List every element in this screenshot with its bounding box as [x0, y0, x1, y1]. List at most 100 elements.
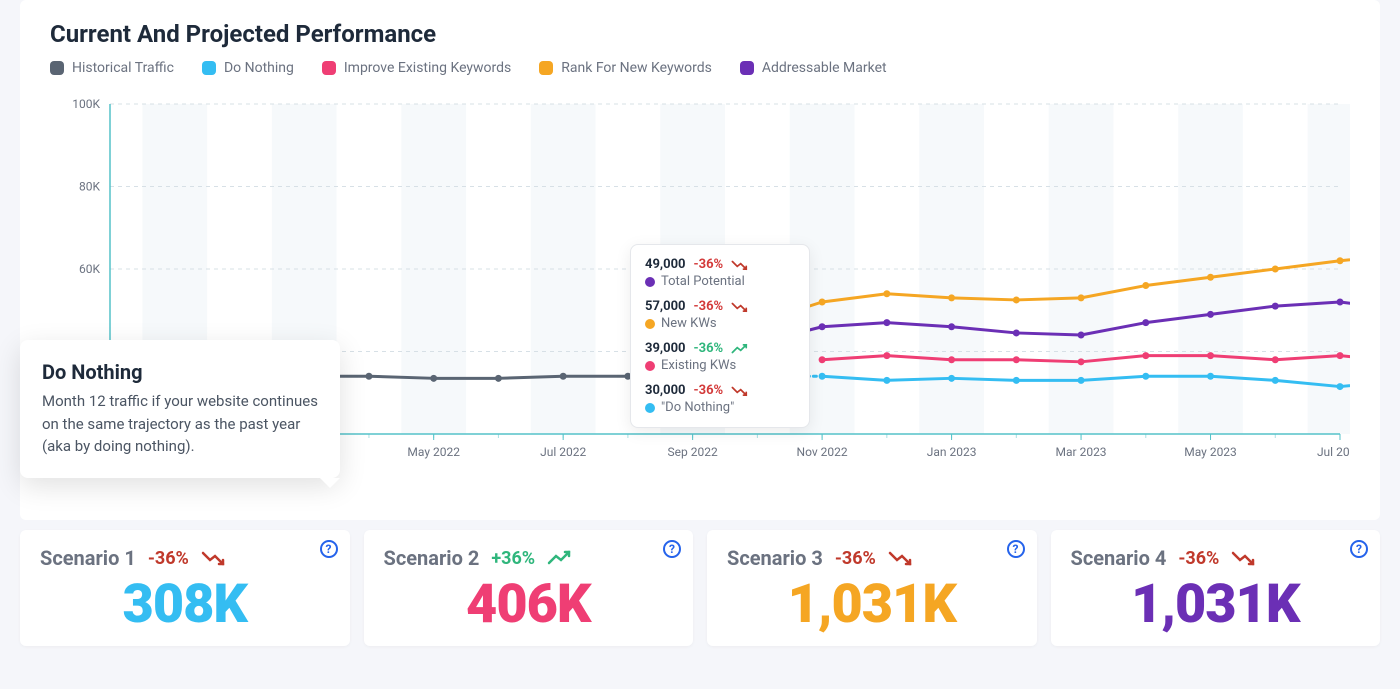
scenario-card[interactable]: ? Scenario 1 -36% 308K [20, 530, 350, 646]
tooltip-pct: -36% [694, 257, 724, 272]
tooltip-value: 30,000 [645, 383, 686, 398]
chart-marker [1337, 383, 1344, 390]
trend-down-icon [1231, 550, 1257, 566]
scenario-card[interactable]: ? Scenario 4 -36% 1,031K [1051, 530, 1381, 646]
chart-marker [365, 373, 372, 380]
legend-item[interactable]: Addressable Market [740, 60, 887, 76]
scenario-header: Scenario 3 -36% [727, 546, 1017, 570]
chart-marker [948, 323, 955, 330]
legend-label: Addressable Market [762, 60, 887, 76]
y-tick-label: 80K [79, 180, 100, 194]
chart-marker [1207, 311, 1214, 318]
trend-down-icon [731, 385, 749, 397]
chart-marker [1272, 356, 1279, 363]
help-icon[interactable]: ? [320, 540, 338, 558]
y-tick-label: 100K [72, 97, 100, 111]
chart-marker [1142, 282, 1149, 289]
tooltip-pct: -36% [694, 383, 724, 398]
legend-label: Do Nothing [224, 60, 294, 76]
chart-marker [1078, 377, 1085, 384]
chart-marker [1272, 303, 1279, 310]
chart-marker [1337, 352, 1344, 359]
chart-marker [1013, 377, 1020, 384]
trend-down-icon [201, 550, 227, 566]
legend-swatch [539, 61, 553, 75]
legend-item[interactable]: Do Nothing [202, 60, 294, 76]
trend-up-icon [731, 343, 749, 355]
tooltip-series-label: "Do Nothing" [661, 400, 734, 415]
help-icon[interactable]: ? [663, 540, 681, 558]
chart-marker [819, 323, 826, 330]
chart-title: Current And Projected Performance [50, 20, 1350, 48]
chart-marker [1013, 356, 1020, 363]
chart-marker [819, 373, 826, 380]
legend-item[interactable]: Rank For New Keywords [539, 60, 712, 76]
chart-marker [819, 356, 826, 363]
y-tick-label: 60K [79, 262, 100, 276]
chart-marker [1013, 329, 1020, 336]
chart-marker [1142, 352, 1149, 359]
tooltip-value: 49,000 [645, 257, 686, 272]
chart-marker [883, 319, 890, 326]
trend-up-icon [547, 550, 573, 566]
legend-item[interactable]: Historical Traffic [50, 60, 174, 76]
explainer-body: Month 12 traffic if your website continu… [42, 390, 318, 458]
scenario-name: Scenario 4 [1071, 546, 1167, 570]
chart-marker [560, 373, 567, 380]
chart-marker [1337, 257, 1344, 264]
chart-marker [1078, 332, 1085, 339]
legend-label: Historical Traffic [72, 60, 174, 76]
scenario-value: 1,031K [727, 578, 1017, 632]
scenario-pct: -36% [1178, 548, 1219, 569]
chart-marker [1337, 299, 1344, 306]
tooltip-pct: -36% [694, 341, 724, 356]
scenario-header: Scenario 2 +36% [384, 546, 674, 570]
tooltip-series-label: Existing KWs [661, 358, 736, 373]
tooltip-series-dot [645, 403, 655, 413]
scenario-value: 406K [384, 578, 674, 632]
help-icon[interactable]: ? [1350, 540, 1368, 558]
chart-marker [1078, 294, 1085, 301]
x-tick-label: May 2022 [407, 445, 460, 459]
legend-swatch [202, 61, 216, 75]
chart-marker [948, 294, 955, 301]
chart-marker [948, 375, 955, 382]
chart-marker [1272, 377, 1279, 384]
scenario-cards-row: ? Scenario 1 -36% 308K ? Scenario 2 +36%… [20, 530, 1380, 646]
chart-tooltip: 49,000 -36% Total Potential 57,000 -36% … [630, 244, 810, 428]
scenario-pct: -36% [835, 548, 876, 569]
help-icon[interactable]: ? [1007, 540, 1025, 558]
scenario-header: Scenario 1 -36% [40, 546, 330, 570]
legend-label: Rank For New Keywords [561, 60, 712, 76]
chart-marker [495, 375, 502, 382]
chart-marker [948, 356, 955, 363]
scenario-name: Scenario 2 [384, 546, 480, 570]
scenario-pct: -36% [148, 548, 189, 569]
x-tick-label: May 2023 [1184, 445, 1237, 459]
tooltip-series-label: New KWs [661, 316, 717, 331]
tooltip-value: 57,000 [645, 299, 686, 314]
tooltip-value: 39,000 [645, 341, 686, 356]
scenario-card[interactable]: ? Scenario 3 -36% 1,031K [707, 530, 1037, 646]
scenario-card[interactable]: ? Scenario 2 +36% 406K [364, 530, 694, 646]
chart-marker [883, 377, 890, 384]
trend-down-icon [731, 301, 749, 313]
trend-down-icon [888, 550, 914, 566]
chart-marker [430, 375, 437, 382]
chart-marker [1207, 352, 1214, 359]
tooltip-row: 57,000 -36% New KWs [645, 299, 795, 331]
legend-label: Improve Existing Keywords [344, 60, 511, 76]
x-tick-label: Mar 2023 [1056, 445, 1107, 459]
tooltip-series-dot [645, 277, 655, 287]
legend-item[interactable]: Improve Existing Keywords [322, 60, 511, 76]
scenario-value: 1,031K [1071, 578, 1361, 632]
x-tick-label: Jan 2023 [927, 445, 977, 459]
scenario-pct: +36% [491, 548, 535, 569]
x-tick-label: Nov 2022 [797, 445, 848, 459]
legend-swatch [50, 61, 64, 75]
scenario-header: Scenario 4 -36% [1071, 546, 1361, 570]
chart-marker [1272, 266, 1279, 273]
x-tick-label: Jul 2023 [1317, 445, 1350, 459]
scenario-name: Scenario 1 [40, 546, 136, 570]
scenario-name: Scenario 3 [727, 546, 823, 570]
